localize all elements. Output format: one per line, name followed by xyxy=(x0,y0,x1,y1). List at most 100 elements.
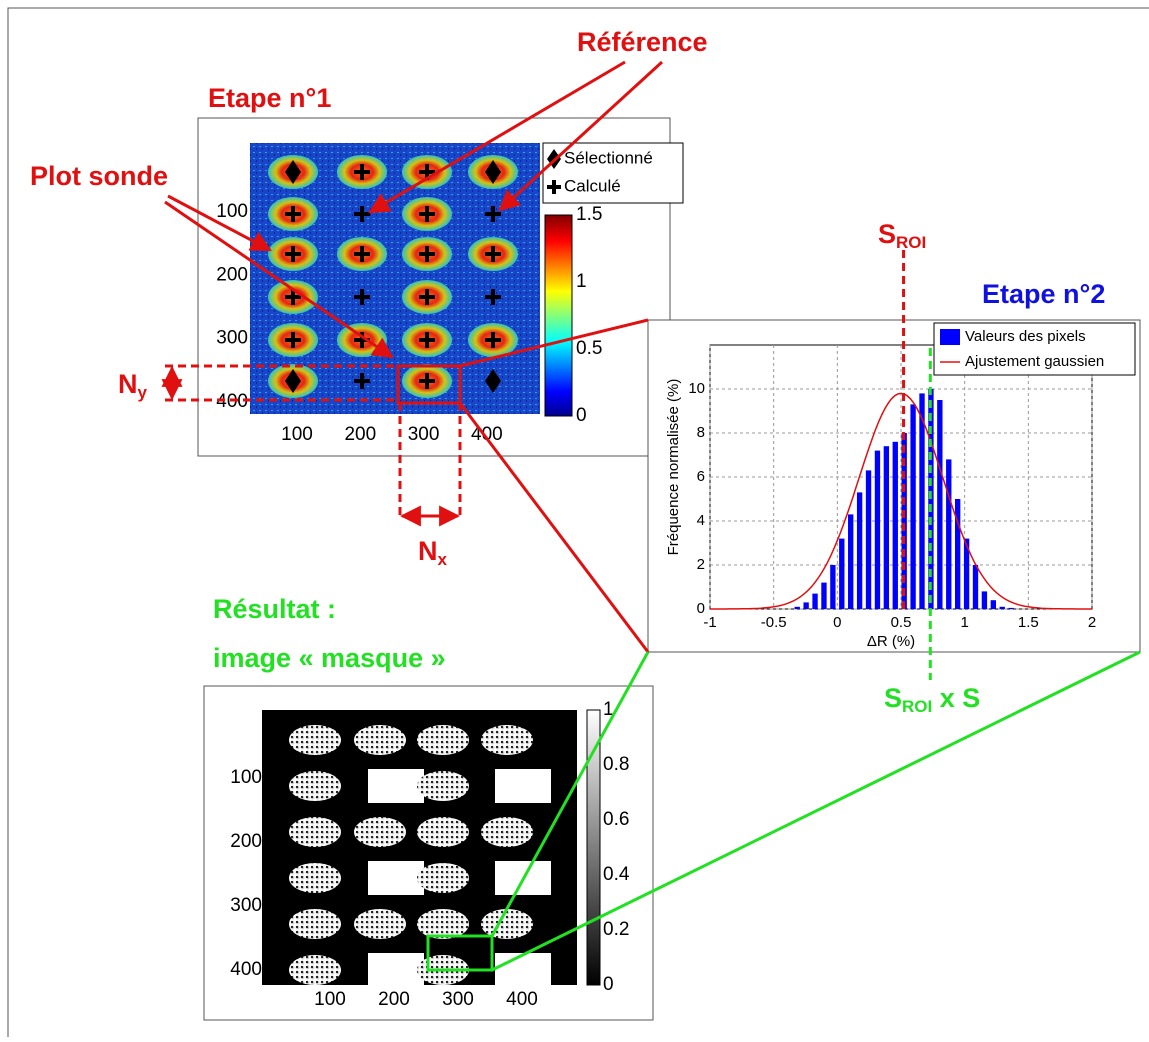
calc-marker xyxy=(485,206,501,222)
bar xyxy=(856,492,863,609)
calc-marker xyxy=(485,332,501,348)
sub: x xyxy=(438,550,448,569)
calc-marker xyxy=(285,246,301,262)
y-tick-label: 0 xyxy=(697,600,705,617)
x-tick-label: 100 xyxy=(314,989,346,1010)
calc-marker xyxy=(419,246,435,262)
mask-spot xyxy=(289,771,341,801)
y-axis-label: Fréquence normalisée (%) xyxy=(665,379,682,556)
probe-arrow xyxy=(164,200,394,359)
ref-mask xyxy=(495,769,551,803)
selected-marker xyxy=(285,369,301,393)
colorbar xyxy=(544,214,573,417)
calc-marker xyxy=(419,373,435,389)
main: N xyxy=(118,369,138,399)
ref-mask xyxy=(368,861,424,895)
x-tick-label: -1 xyxy=(703,614,716,631)
mask-spot xyxy=(354,817,406,847)
mask-spot xyxy=(481,725,533,755)
sub: ROI xyxy=(902,697,932,716)
selected-marker xyxy=(485,369,501,393)
colorbar-tick-label: 0.4 xyxy=(603,864,630,885)
mask-spot xyxy=(289,817,341,847)
colorbar-tick-label: 0.5 xyxy=(576,338,602,359)
bar xyxy=(821,582,827,609)
colorbar-tick-label: 0 xyxy=(603,974,614,995)
legend-label: Ajustement gaussien xyxy=(965,353,1104,370)
ref-arrow xyxy=(498,60,664,212)
calc-marker xyxy=(419,332,435,348)
bar xyxy=(910,404,916,609)
mask-spot xyxy=(417,725,469,755)
legend-swatch xyxy=(940,329,960,345)
bar xyxy=(865,470,872,609)
bar xyxy=(972,565,979,609)
colorbar-tick-label: 1 xyxy=(603,699,614,720)
ref-mask xyxy=(368,953,424,987)
bar xyxy=(830,565,836,609)
mask-spot xyxy=(289,863,341,893)
y-tick-label: 4 xyxy=(697,512,705,529)
result-label: Résultat : xyxy=(213,594,336,624)
legend-label: Calculé xyxy=(564,176,621,195)
mask-spot xyxy=(354,909,406,939)
colorbar-tick-label: 0.8 xyxy=(603,754,629,775)
mask-spot xyxy=(289,909,341,939)
x-tick-label: 300 xyxy=(408,424,440,445)
calc-marker xyxy=(285,289,301,305)
calc-marker xyxy=(354,246,370,262)
x-tick-label: 0 xyxy=(833,614,841,631)
mask-spot xyxy=(289,955,341,985)
colorbar-tick-label: 1.5 xyxy=(576,204,602,225)
bar xyxy=(919,393,925,609)
x-tick-label: 300 xyxy=(442,989,474,1010)
mask-label: image « masque » xyxy=(213,643,446,673)
bar xyxy=(999,606,1005,609)
bar xyxy=(883,446,890,609)
x-tick-label: 2 xyxy=(1088,614,1096,631)
calc-marker xyxy=(285,332,301,348)
y-tick-label: 200 xyxy=(216,264,248,285)
ny-label: Ny xyxy=(118,369,148,402)
y-tick-label: 400 xyxy=(230,959,262,980)
suffix: x S xyxy=(932,683,980,713)
calc-marker xyxy=(419,289,435,305)
y-tick-label: 200 xyxy=(230,831,262,852)
mask-spot xyxy=(417,771,469,801)
colorbar-tick-label: 0 xyxy=(576,405,587,426)
probe-label: Plot sonde xyxy=(30,161,168,191)
bar xyxy=(954,499,961,609)
y-tick-label: 2 xyxy=(697,556,705,573)
y-tick-label: 6 xyxy=(697,468,705,485)
zoom-line xyxy=(490,650,1141,972)
colorbar-tick-label: 0.6 xyxy=(603,809,629,830)
x-tick-label: 400 xyxy=(471,424,503,445)
y-tick-label: 300 xyxy=(216,328,248,349)
nx-dash xyxy=(398,403,462,516)
bar xyxy=(803,602,809,609)
legend-label: Valeurs des pixels xyxy=(965,328,1086,345)
selected-marker xyxy=(485,160,501,184)
mask-spot xyxy=(289,725,341,755)
sub: y xyxy=(138,383,148,402)
y-tick-label: 100 xyxy=(230,767,262,788)
sub: ROI xyxy=(896,233,926,252)
x-tick-label: 400 xyxy=(506,989,538,1010)
colorbar-tick-label: 0.2 xyxy=(603,919,629,940)
hist-legend xyxy=(933,322,1136,376)
map-legend xyxy=(542,142,684,204)
bar xyxy=(937,400,943,609)
ref-arrow xyxy=(368,60,626,214)
calc-marker xyxy=(485,289,501,305)
x-tick-label: 1.5 xyxy=(1018,614,1039,631)
main: S xyxy=(878,219,896,249)
y-tick-label: 100 xyxy=(216,201,248,222)
calc-marker xyxy=(354,373,370,389)
bar xyxy=(874,450,881,609)
selected-marker xyxy=(285,160,301,184)
bar xyxy=(901,433,907,609)
calc-marker xyxy=(354,164,370,180)
bar xyxy=(848,514,854,609)
y-tick-label: 10 xyxy=(688,380,705,397)
